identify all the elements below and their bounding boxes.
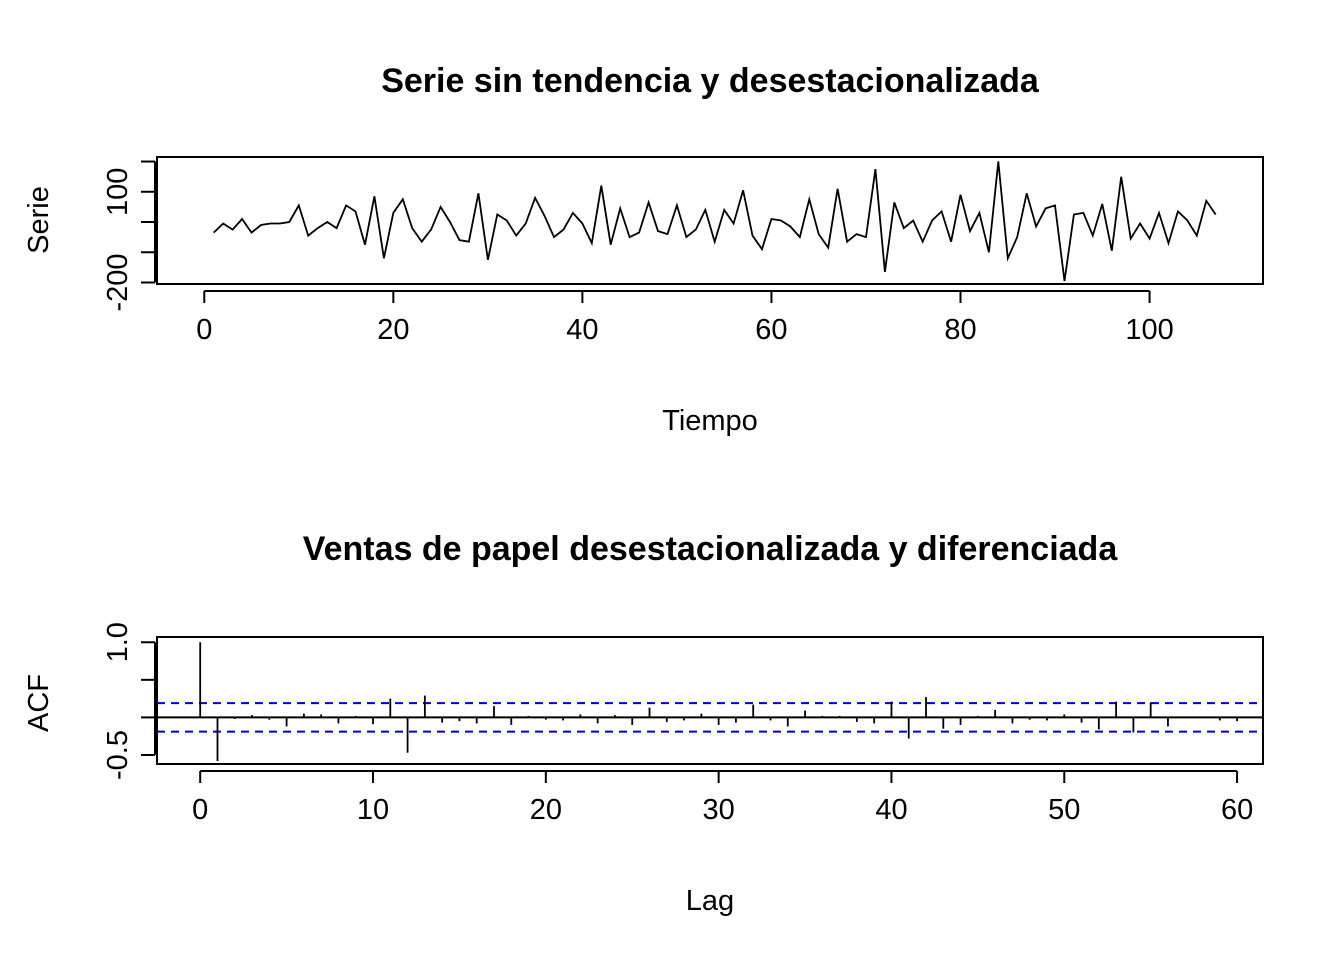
series-line (213, 161, 1217, 282)
bottom-x-tick-label: 20 (530, 794, 562, 826)
bottom-x-axis-label: Lag (686, 885, 734, 917)
bottom-y-axis: -0.5 1.0 (102, 622, 156, 780)
top-x-tick-label: 80 (944, 314, 976, 346)
bottom-x-axis: 0 10 20 30 40 50 60 (192, 770, 1253, 826)
top-x-tick-label: 60 (755, 314, 787, 346)
bottom-y-tick-label: 1.0 (102, 622, 134, 662)
top-y-axis-label: Serie (23, 186, 55, 254)
bottom-x-tick-label: 40 (875, 794, 907, 826)
top-x-tick-label: 100 (1125, 314, 1173, 346)
top-x-tick-label: 40 (566, 314, 598, 346)
bottom-series-group (157, 642, 1263, 761)
bottom-x-tick-label: 10 (357, 794, 389, 826)
top-x-axis: 0 20 40 60 80 100 (196, 290, 1174, 346)
bottom-x-tick-label: 50 (1048, 794, 1080, 826)
bottom-plot-frame (156, 636, 1264, 765)
line-chart-panel: Serie sin tendencia y desestacionalizada… (23, 62, 1264, 437)
top-y-axis: -200 100 (102, 160, 156, 312)
bottom-y-tick-label: -0.5 (102, 730, 134, 780)
top-y-tick-label: -200 (102, 253, 134, 311)
acf-chart-panel: Ventas de papel desestacionalizada y dif… (23, 530, 1264, 917)
top-plot-frame (156, 156, 1264, 285)
bottom-x-tick-label: 0 (192, 794, 208, 826)
bottom-y-axis-label: ACF (23, 674, 55, 732)
top-chart-title: Serie sin tendencia y desestacionalizada (381, 62, 1040, 100)
top-x-tick-label: 0 (196, 314, 212, 346)
bottom-x-tick-label: 60 (1221, 794, 1253, 826)
top-y-tick-label: 100 (102, 168, 134, 216)
top-x-axis-label: Tiempo (662, 405, 758, 437)
top-x-tick-label: 20 (377, 314, 409, 346)
bottom-chart-title: Ventas de papel desestacionalizada y dif… (303, 530, 1119, 568)
bottom-x-tick-label: 30 (703, 794, 735, 826)
top-series-group (213, 161, 1217, 282)
